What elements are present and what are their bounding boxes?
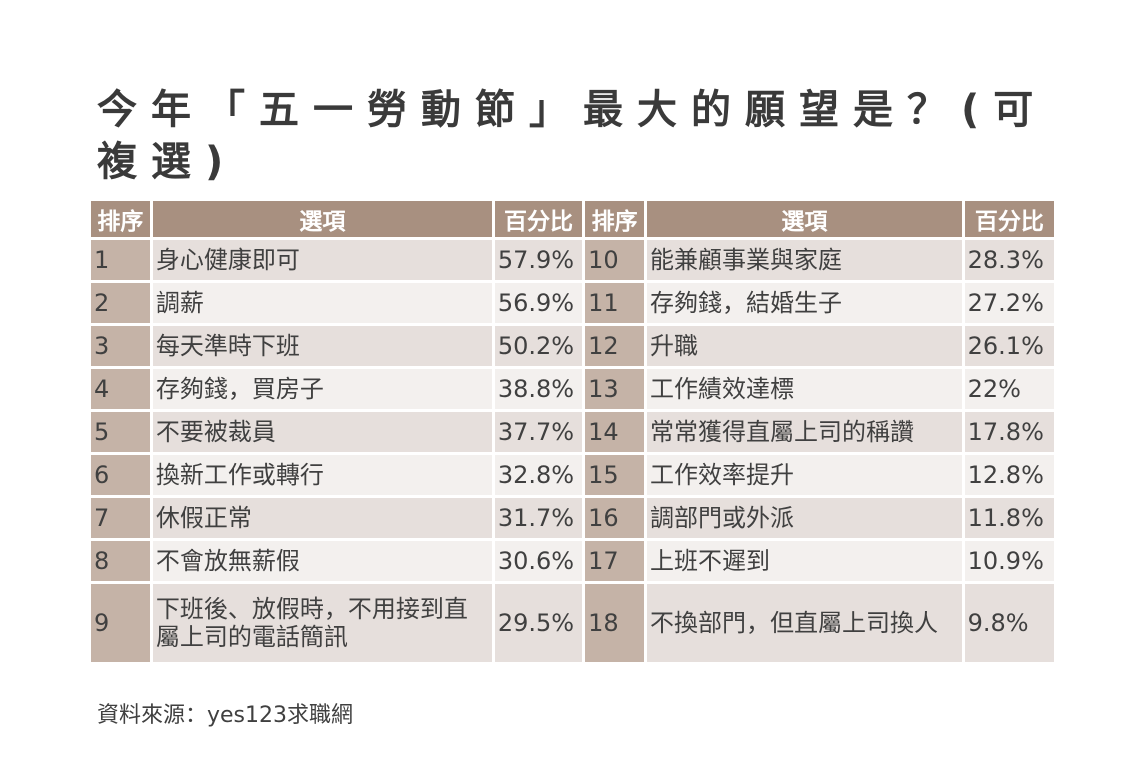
percent-cell: 57.9% [494,240,583,280]
item-cell: 身心健康即可 [152,240,492,280]
table-row: 1 身心健康即可 57.9% 10 能兼顧事業與家庭 28.3% [91,240,1054,280]
table-row: 5 不要被裁員 37.7% 14 常常獲得直屬上司的稱讚 17.8% [91,412,1054,452]
rank-cell: 10 [585,240,644,280]
rank-cell: 1 [91,240,150,280]
rank-cell: 9 [91,584,150,662]
header-item-left: 選項 [152,201,492,237]
header-percent-right: 百分比 [964,201,1054,237]
rank-cell: 13 [585,369,644,409]
rank-cell: 11 [585,283,644,323]
source-note: 資料來源：yes123求職網 [97,703,354,728]
item-cell: 常常獲得直屬上司的稱讚 [647,412,962,452]
rank-cell: 15 [585,455,644,495]
percent-cell: 29.5% [494,584,583,662]
item-cell: 不會放無薪假 [152,541,492,581]
percent-cell: 17.8% [964,412,1054,452]
item-cell: 調部門或外派 [647,498,962,538]
percent-cell: 28.3% [964,240,1054,280]
item-cell: 調薪 [152,283,492,323]
percent-cell: 38.8% [494,369,583,409]
percent-cell: 27.2% [964,283,1054,323]
table-row: 9 下班後、放假時，不用接到直屬上司的電話簡訊 29.5% 18 不換部門，但直屬上司換… [91,584,1054,662]
table-header-row: 排序 選項 百分比 排序 選項 百分比 [91,201,1054,237]
item-cell: 每天準時下班 [152,326,492,366]
percent-cell: 22% [964,369,1054,409]
percent-cell: 9.8% [964,584,1054,662]
percent-cell: 56.9% [494,283,583,323]
rank-cell: 7 [91,498,150,538]
item-cell: 能兼顧事業與家庭 [647,240,962,280]
table-row: 2 調薪 56.9% 11 存夠錢，結婚生子 27.2% [91,283,1054,323]
table-row: 6 換新工作或轉行 32.8% 15 工作效率提升 12.8% [91,455,1054,495]
table-row: 4 存夠錢，買房子 38.8% 13 工作績效達標 22% [91,369,1054,409]
percent-cell: 10.9% [964,541,1054,581]
percent-cell: 26.1% [964,326,1054,366]
item-cell: 不換部門，但直屬上司換人 [647,584,962,662]
rank-cell: 6 [91,455,150,495]
table-row: 8 不會放無薪假 30.6% 17 上班不遲到 10.9% [91,541,1054,581]
rank-cell: 17 [585,541,644,581]
rank-cell: 4 [91,369,150,409]
item-cell: 工作效率提升 [647,455,962,495]
item-cell: 存夠錢，結婚生子 [647,283,962,323]
percent-cell: 32.8% [494,455,583,495]
header-rank-right: 排序 [585,201,644,237]
ranking-table: 排序 選項 百分比 排序 選項 百分比 1 身心健康即可 57.9% 10 能兼顧事業與… [88,198,1057,665]
chart-title: 今年「五一勞動節」最大的願望是？(可複選) [97,87,1048,185]
percent-cell: 37.7% [494,412,583,452]
rank-cell: 3 [91,326,150,366]
rank-cell: 16 [585,498,644,538]
header-percent-left: 百分比 [494,201,583,237]
item-cell: 不要被裁員 [152,412,492,452]
table-row: 7 休假正常 31.7% 16 調部門或外派 11.8% [91,498,1054,538]
rank-cell: 5 [91,412,150,452]
item-cell: 休假正常 [152,498,492,538]
rank-cell: 8 [91,541,150,581]
rank-cell: 12 [585,326,644,366]
header-item-right: 選項 [647,201,962,237]
percent-cell: 31.7% [494,498,583,538]
rank-cell: 18 [585,584,644,662]
rank-cell: 14 [585,412,644,452]
percent-cell: 12.8% [964,455,1054,495]
item-cell: 存夠錢，買房子 [152,369,492,409]
item-cell: 升職 [647,326,962,366]
percent-cell: 11.8% [964,498,1054,538]
item-cell: 上班不遲到 [647,541,962,581]
percent-cell: 50.2% [494,326,583,366]
table-row: 3 每天準時下班 50.2% 12 升職 26.1% [91,326,1054,366]
item-cell: 下班後、放假時，不用接到直屬上司的電話簡訊 [152,584,492,662]
header-rank-left: 排序 [91,201,150,237]
rank-cell: 2 [91,283,150,323]
item-cell: 工作績效達標 [647,369,962,409]
percent-cell: 30.6% [494,541,583,581]
item-cell: 換新工作或轉行 [152,455,492,495]
